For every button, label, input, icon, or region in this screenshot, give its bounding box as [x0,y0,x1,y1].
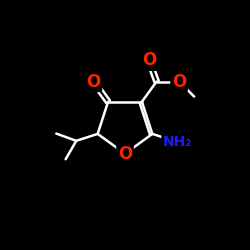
Text: NH₂: NH₂ [163,134,192,148]
Text: O: O [172,72,186,90]
Text: O: O [142,51,156,69]
Text: O: O [86,72,101,90]
Text: O: O [118,145,132,163]
